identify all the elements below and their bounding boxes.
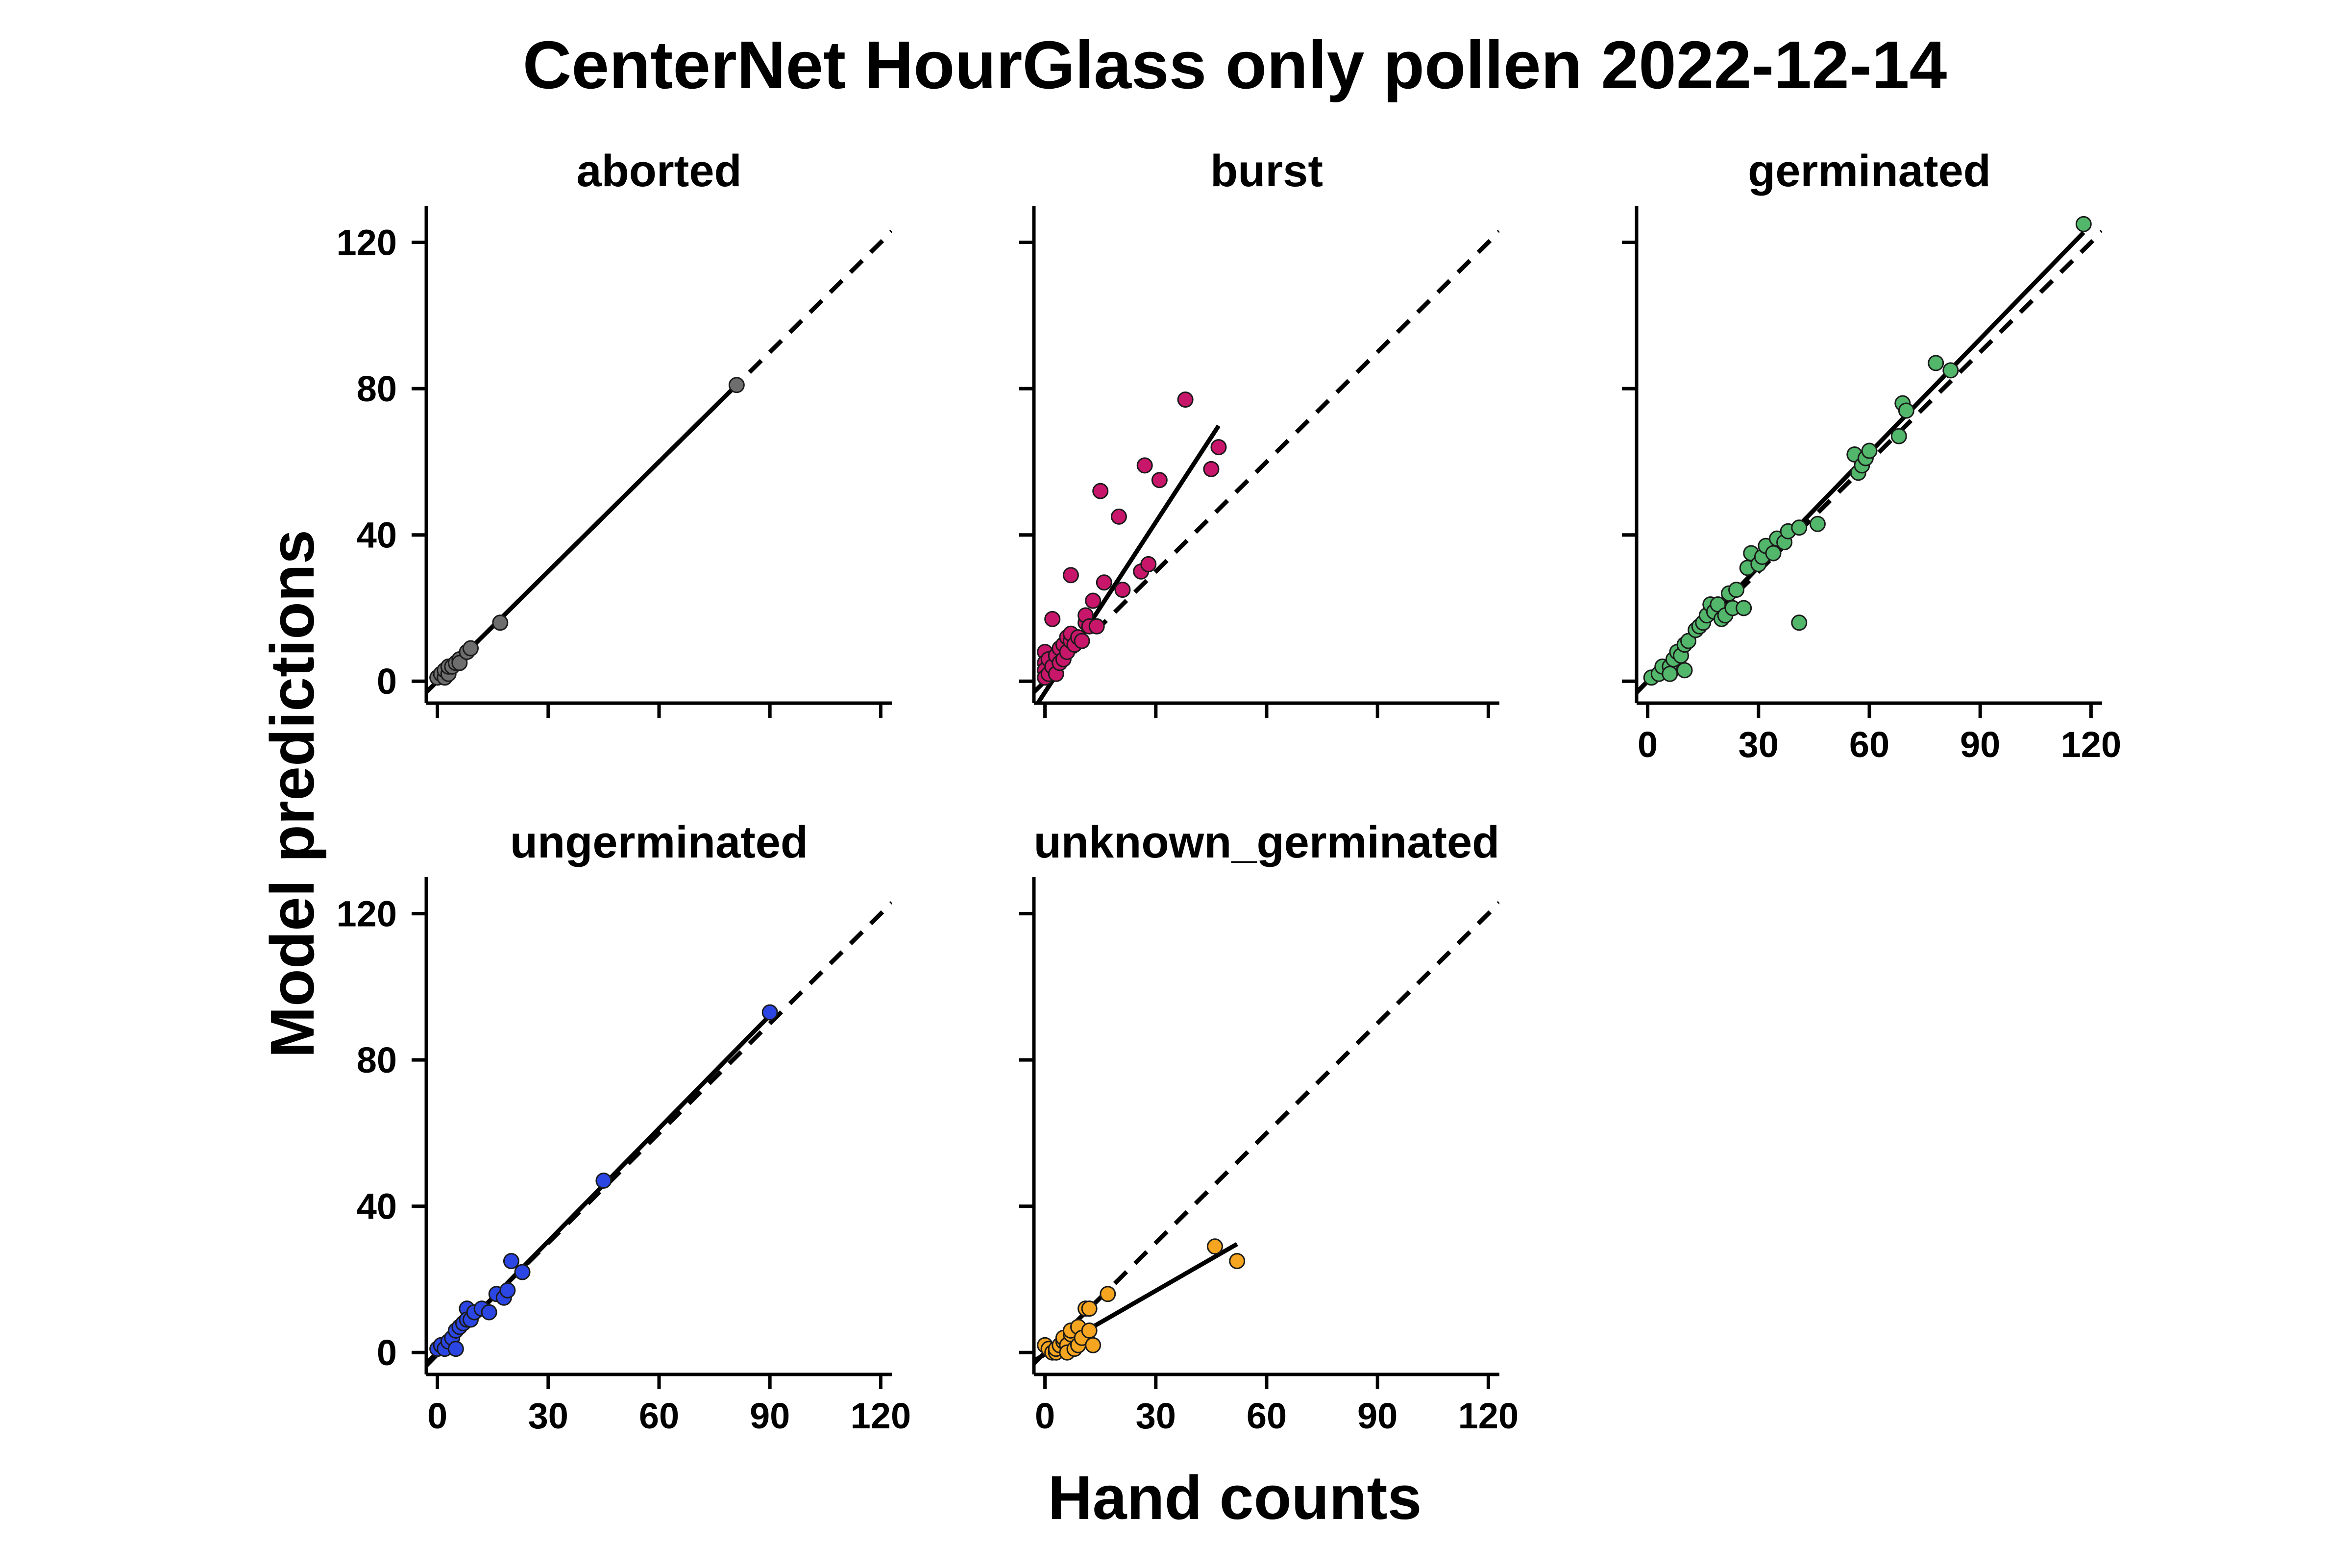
data-point [1765, 545, 1782, 562]
figure-title: CenterNet HourGlass only pollen 2022-12-… [523, 27, 1947, 103]
x-tick-label: 120 [2061, 724, 2121, 765]
x-tick-label: 60 [1849, 724, 1889, 765]
data-point [1062, 567, 1079, 584]
data-point [1085, 592, 1102, 609]
reference-line [426, 901, 892, 1365]
x-tick-label: 60 [1247, 1396, 1287, 1436]
plot-area [426, 230, 892, 694]
data-point [1809, 515, 1826, 532]
fit-line [426, 383, 738, 694]
data-point [1662, 665, 1678, 682]
y-tick-label: 120 [337, 894, 397, 934]
data-point [1085, 1337, 1102, 1353]
y-tick-label: 40 [357, 515, 397, 556]
x-tick-label: 120 [851, 1396, 911, 1436]
data-point [728, 377, 745, 393]
data-point [1081, 1300, 1098, 1317]
data-point [1791, 519, 1808, 536]
data-point [447, 1341, 464, 1357]
data-point [1092, 483, 1109, 499]
data-point [1177, 392, 1194, 408]
data-point [1710, 596, 1726, 612]
y-axis-title: Model predictions [258, 530, 327, 1058]
x-tick-label: 30 [1739, 724, 1779, 765]
data-point [481, 1304, 497, 1321]
data-point [1136, 457, 1153, 474]
panel-burst: burst [1019, 146, 1499, 718]
x-tick-label: 0 [427, 1396, 447, 1436]
data-point [1861, 442, 1878, 459]
data-point [514, 1264, 531, 1280]
data-point [1081, 1322, 1098, 1339]
data-point [1791, 614, 1808, 631]
data-point [1890, 428, 1907, 444]
x-tick-label: 0 [1638, 724, 1658, 765]
data-point [1203, 461, 1220, 477]
data-point [1114, 582, 1131, 598]
y-tick-label: 80 [357, 1040, 397, 1080]
y-tick-label: 0 [377, 1332, 397, 1373]
data-point [1928, 355, 1944, 371]
data-point [1110, 508, 1127, 525]
panel-title: unknown_germinated [1034, 817, 1500, 867]
data-point [1100, 1286, 1116, 1302]
panel-ungerminated: ungerminated 0 30 60 90 120 0 40 80 120 [337, 817, 911, 1436]
data-point [1942, 362, 1959, 379]
data-point [1210, 439, 1227, 456]
x-tick-label: 90 [1960, 724, 2000, 765]
reference-line [1034, 230, 1499, 694]
data-point [1074, 633, 1090, 649]
data-point [1206, 1238, 1223, 1255]
x-tick-label: 90 [1357, 1396, 1397, 1436]
x-tick-label: 90 [750, 1396, 790, 1436]
data-point [761, 1004, 778, 1021]
x-tick-label: 30 [528, 1396, 568, 1436]
data-point [503, 1253, 519, 1270]
y-tick-label: 80 [357, 368, 397, 409]
panel-title: ungerminated [510, 817, 808, 867]
data-point [595, 1172, 612, 1189]
panel-germinated: germinated 0 30 60 90 120 [1622, 146, 2121, 765]
x-tick-label: 60 [639, 1396, 679, 1436]
data-point [451, 655, 468, 671]
data-point [492, 614, 509, 631]
y-tick-label: 0 [377, 661, 397, 702]
panels: aborted 0 40 80 120 burst germinated 0 30 60 90 120… [337, 146, 2122, 1436]
panel-title: burst [1210, 146, 1323, 196]
plot-area [1637, 216, 2102, 694]
y-tick-label: 120 [337, 222, 397, 263]
data-point [1151, 472, 1168, 489]
plot-area [1034, 901, 1499, 1365]
panel-unknown-germinated: unknown_germinated 0 30 60 90 120 [1019, 817, 1519, 1436]
data-point [1044, 611, 1061, 627]
y-tick-label: 40 [357, 1186, 397, 1227]
data-point [1728, 582, 1745, 598]
x-axis-title: Hand counts [1048, 1463, 1421, 1532]
data-point [1676, 662, 1693, 679]
x-tick-label: 120 [1458, 1396, 1519, 1436]
data-point [1140, 556, 1157, 572]
panel-aborted: aborted 0 40 80 120 [337, 146, 892, 718]
x-tick-label: 0 [1035, 1396, 1055, 1436]
data-point [1096, 574, 1112, 591]
data-point [2075, 216, 2092, 232]
plot-area [1034, 230, 1499, 703]
x-tick-label: 30 [1136, 1396, 1176, 1436]
data-point [1680, 633, 1697, 649]
panel-title: aborted [576, 146, 741, 196]
data-point [1088, 618, 1105, 635]
reference-line [1034, 901, 1499, 1365]
data-point [462, 640, 479, 657]
data-point [499, 1282, 516, 1298]
data-point [1736, 600, 1752, 616]
data-point [1898, 402, 1914, 419]
panel-title: germinated [1748, 146, 1991, 196]
data-point [1229, 1253, 1246, 1270]
plot-area [426, 901, 892, 1368]
